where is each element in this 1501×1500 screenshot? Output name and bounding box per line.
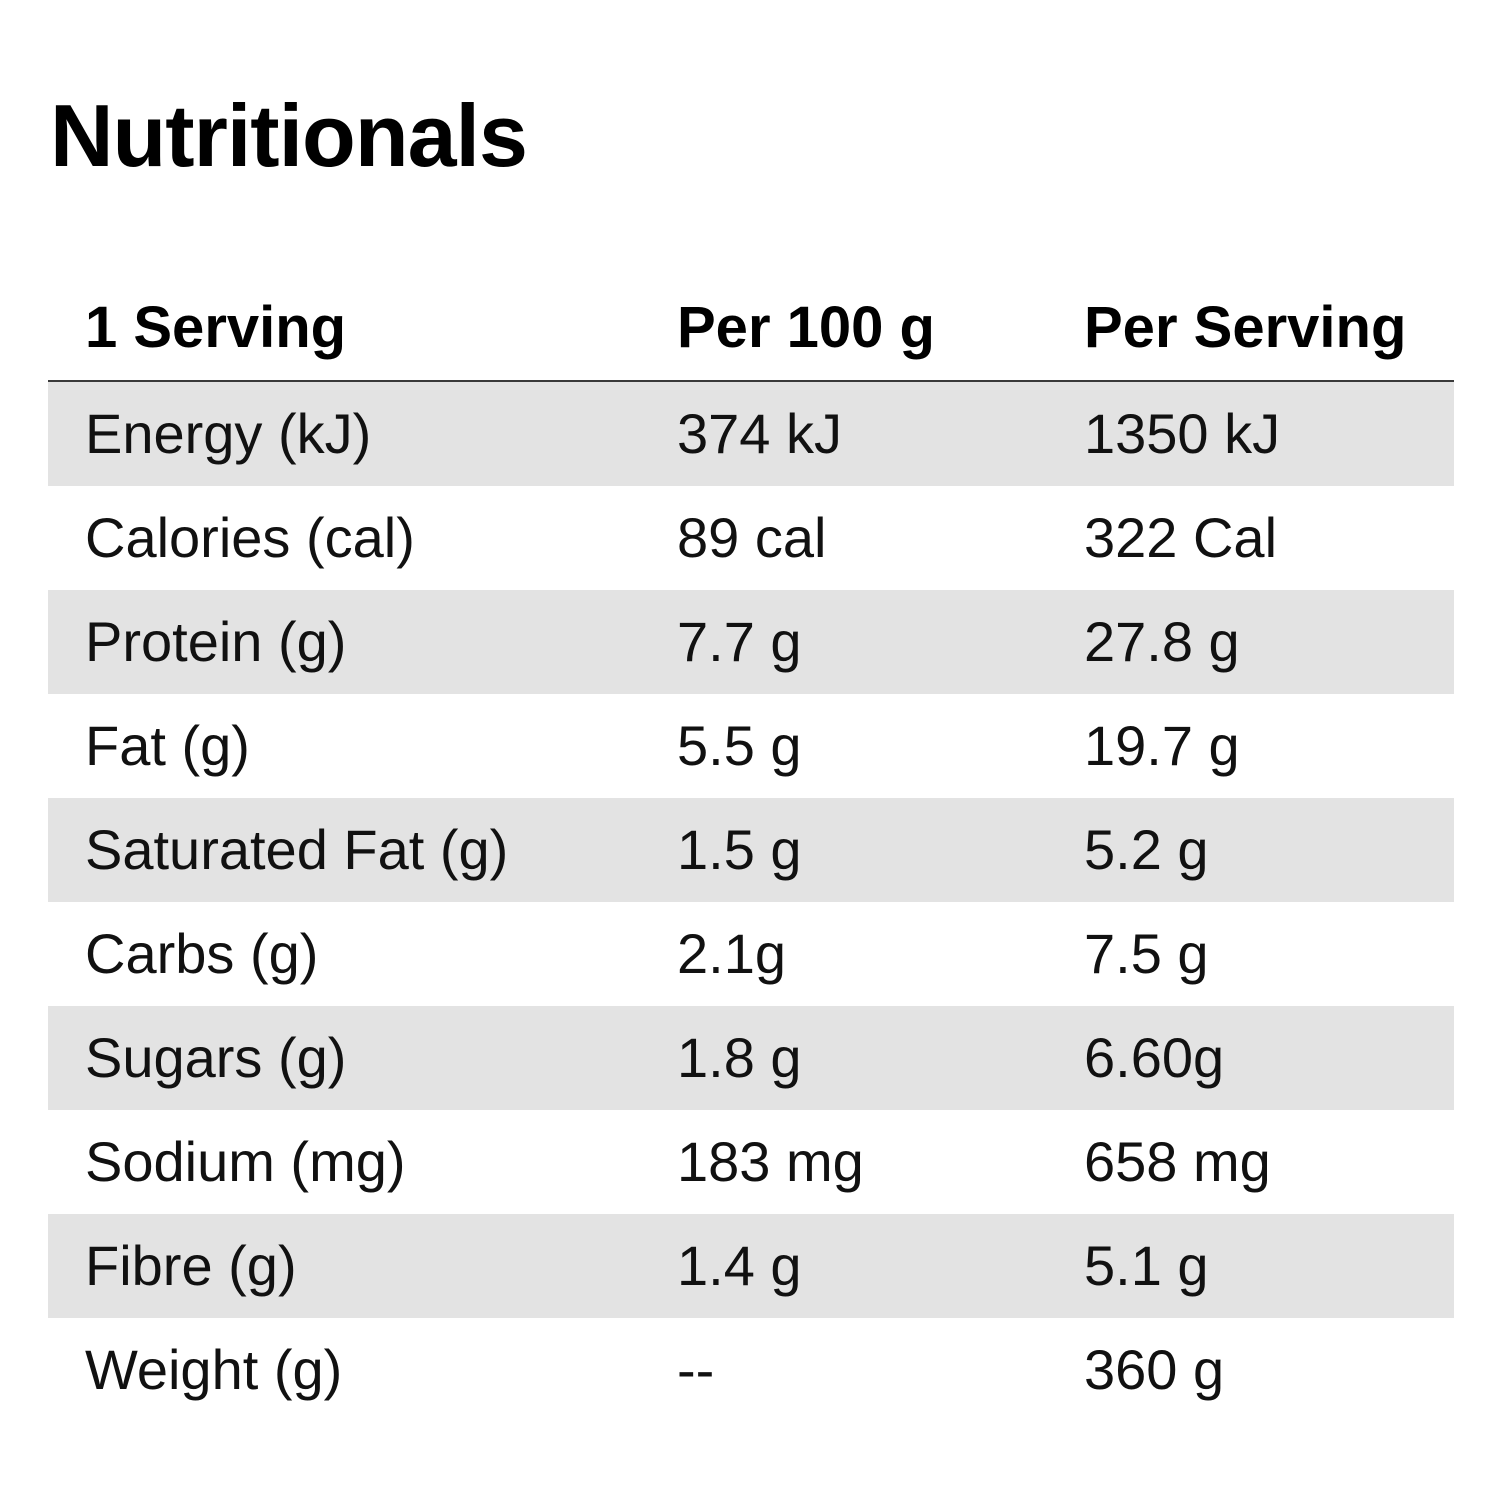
table-row: Calories (cal) 89 cal 322 Cal	[48, 486, 1454, 590]
per-serving-value: 27.8 g	[1084, 610, 1240, 673]
per-serving-value: 5.1 g	[1084, 1234, 1209, 1297]
table-row: Carbs (g) 2.1g 7.5 g	[48, 902, 1454, 1006]
per-serving-value: 5.2 g	[1084, 818, 1209, 881]
per-serving-value: 1350 kJ	[1084, 402, 1281, 465]
nutrient-label: Carbs (g)	[85, 922, 319, 985]
header-serving: 1 Serving	[85, 294, 347, 360]
table-row: Fat (g) 5.5 g 19.7 g	[48, 694, 1454, 798]
header-per-100g: Per 100 g	[677, 294, 935, 360]
nutrient-label: Fibre (g)	[85, 1234, 297, 1297]
table-row: Sugars (g) 1.8 g 6.60g	[48, 1006, 1454, 1110]
per-100g-value: 374 kJ	[677, 402, 842, 465]
per-serving-value: 6.60g	[1084, 1026, 1225, 1089]
nutrient-label: Saturated Fat (g)	[85, 818, 509, 881]
per-100g-value: 89 cal	[677, 506, 827, 569]
nutrient-label: Sugars (g)	[85, 1026, 347, 1089]
nutrient-label: Protein (g)	[85, 610, 347, 673]
table-row: Protein (g) 7.7 g 27.8 g	[48, 590, 1454, 694]
per-serving-value: 7.5 g	[1084, 922, 1209, 985]
per-100g-value: 1.5 g	[677, 818, 802, 881]
per-100g-value: 1.8 g	[677, 1026, 802, 1089]
nutrition-table: 1 Serving Per 100 g Per Serving Energy (…	[48, 275, 1454, 1422]
table-row: Energy (kJ) 374 kJ 1350 kJ	[48, 382, 1454, 486]
table-row: Fibre (g) 1.4 g 5.1 g	[48, 1214, 1454, 1318]
per-100g-value: 183 mg	[677, 1130, 864, 1193]
per-serving-value: 322 Cal	[1084, 506, 1278, 569]
nutrient-label: Calories (cal)	[85, 506, 415, 569]
table-row: Sodium (mg) 183 mg 658 mg	[48, 1110, 1454, 1214]
per-100g-value: 2.1g	[677, 922, 786, 985]
per-100g-value: 5.5 g	[677, 714, 802, 777]
per-100g-value: --	[677, 1338, 715, 1401]
table-header-row: 1 Serving Per 100 g Per Serving	[48, 275, 1454, 382]
table-row: Weight (g) -- 360 g	[48, 1318, 1454, 1422]
nutrient-label: Weight (g)	[85, 1338, 343, 1401]
nutrient-label: Energy (kJ)	[85, 402, 372, 465]
nutrient-label: Sodium (mg)	[85, 1130, 406, 1193]
page-title: Nutritionals	[50, 86, 528, 185]
per-serving-value: 360 g	[1084, 1338, 1225, 1401]
per-serving-value: 658 mg	[1084, 1130, 1271, 1193]
table-row: Saturated Fat (g) 1.5 g 5.2 g	[48, 798, 1454, 902]
per-serving-value: 19.7 g	[1084, 714, 1240, 777]
header-per-serving: Per Serving	[1084, 294, 1407, 360]
per-100g-value: 1.4 g	[677, 1234, 802, 1297]
nutrient-label: Fat (g)	[85, 714, 250, 777]
per-100g-value: 7.7 g	[677, 610, 802, 673]
